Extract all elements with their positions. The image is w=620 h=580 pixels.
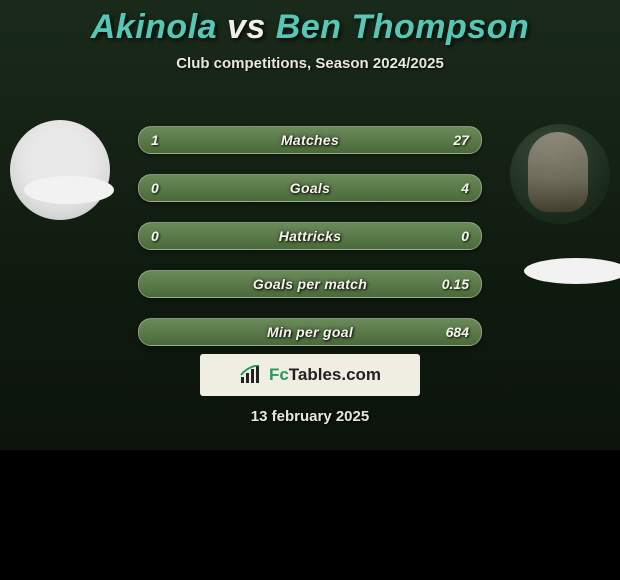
page-title: Akinola vs Ben Thompson [0,0,620,47]
stat-row-gpm: Goals per match 0.15 [138,270,482,298]
brand-logo: FcTables.com [200,354,420,396]
brand-prefix: Fc [269,365,289,384]
brand-suffix: Tables.com [289,365,381,384]
brand-text: FcTables.com [269,365,381,385]
title-vs: vs [227,8,266,46]
subtitle: Club competitions, Season 2024/2025 [0,55,620,72]
title-player2: Ben Thompson [276,8,529,46]
comparison-card: Akinola vs Ben Thompson Club competition… [0,0,620,580]
title-player1: Akinola [91,8,217,46]
stat-row-mpg: Min per goal 684 [138,318,482,346]
player2-avatar [510,124,610,224]
stat-right-value: 27 [453,127,469,153]
stat-row-hattricks: 0 Hattricks 0 [138,222,482,250]
stat-right-value: 4 [461,175,469,201]
stat-right-value: 684 [446,319,469,345]
stat-label: Goals per match [139,271,481,297]
stat-label: Matches [139,127,481,153]
stat-right-value: 0.15 [442,271,469,297]
stat-label: Hattricks [139,223,481,249]
stat-label: Goals [139,175,481,201]
bar-chart-icon [239,365,263,385]
bottom-blackout [0,450,620,580]
stat-bars: 1 Matches 27 0 Goals 4 0 Hattricks 0 Goa… [138,126,482,366]
stat-right-value: 0 [461,223,469,249]
player1-flag [24,176,114,204]
stat-row-matches: 1 Matches 27 [138,126,482,154]
player2-flag [524,258,620,284]
player1-avatar [10,120,110,220]
stat-row-goals: 0 Goals 4 [138,174,482,202]
date-label: 13 february 2025 [0,408,620,425]
stat-label: Min per goal [139,319,481,345]
